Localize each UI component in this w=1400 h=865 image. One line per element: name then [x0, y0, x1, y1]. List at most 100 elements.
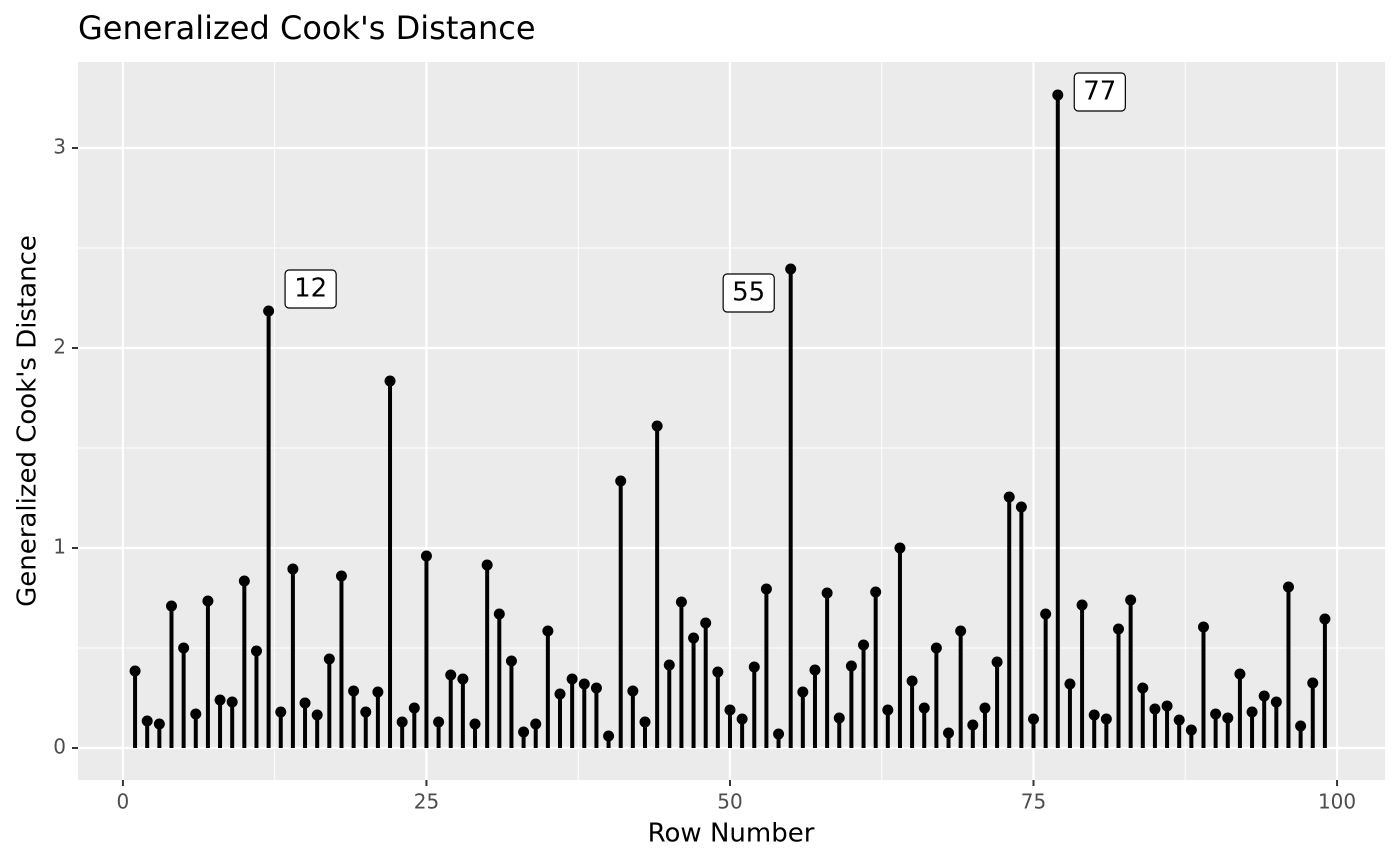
x-tick-label: 75 [1021, 790, 1046, 814]
point [1076, 599, 1088, 611]
plot-panel [78, 62, 1385, 780]
point [372, 686, 384, 698]
point [1246, 706, 1258, 718]
point [639, 716, 651, 728]
point [202, 595, 214, 607]
annotation-box [722, 273, 775, 313]
point [360, 706, 372, 718]
point [1185, 724, 1197, 736]
point [457, 673, 469, 685]
point [700, 617, 712, 629]
point [153, 718, 165, 730]
point [505, 655, 517, 667]
point-annotation: 55 [732, 278, 765, 308]
point [1307, 677, 1319, 689]
point [1258, 690, 1270, 702]
point [275, 706, 287, 718]
point [348, 685, 360, 697]
point [129, 665, 141, 677]
point [882, 704, 894, 716]
point [335, 570, 347, 582]
point [615, 475, 627, 487]
point [1125, 594, 1137, 606]
y-tick-label: 0 [53, 735, 66, 759]
point [1210, 708, 1222, 720]
point [1137, 682, 1149, 694]
y-tick-label: 2 [53, 335, 66, 359]
point [943, 727, 955, 739]
point [821, 587, 833, 599]
point [845, 660, 857, 672]
point [663, 659, 675, 671]
point [688, 632, 700, 644]
annotation-box [1073, 72, 1126, 112]
point [408, 702, 420, 714]
point [433, 716, 445, 728]
point [263, 305, 275, 317]
point [773, 728, 785, 740]
point [1161, 700, 1173, 712]
point [1064, 678, 1076, 690]
point [809, 664, 821, 676]
point [1234, 668, 1246, 680]
point [748, 661, 760, 673]
y-axis-label: Generalized Cook's Distance [13, 235, 43, 607]
point [299, 697, 311, 709]
point [396, 716, 408, 728]
point [1040, 608, 1052, 620]
chart-title: Generalized Cook's Distance [78, 9, 536, 47]
point [991, 656, 1003, 668]
point [238, 575, 250, 587]
point [311, 709, 323, 721]
point [1100, 713, 1112, 725]
point [1015, 501, 1027, 513]
point [1149, 703, 1161, 715]
point [1295, 720, 1307, 732]
point [530, 718, 542, 730]
x-tick-label: 25 [414, 790, 439, 814]
point [1173, 714, 1185, 726]
point [178, 642, 190, 654]
point [979, 702, 991, 714]
point [1222, 712, 1234, 724]
point [214, 694, 226, 706]
point [250, 645, 262, 657]
point [955, 625, 967, 637]
point [1052, 89, 1064, 101]
point [226, 696, 238, 708]
point [1028, 713, 1040, 725]
point [870, 586, 882, 598]
annotation-box [284, 269, 337, 309]
point [518, 726, 530, 738]
point [1003, 491, 1015, 503]
point [675, 596, 687, 608]
point [797, 686, 809, 698]
point [724, 704, 736, 716]
point [578, 678, 590, 690]
point [590, 682, 602, 694]
point [1282, 581, 1294, 593]
point [760, 583, 772, 595]
x-tick-label: 100 [1318, 790, 1356, 814]
point [1088, 709, 1100, 721]
x-axis-label: Row Number [648, 819, 815, 849]
point [141, 715, 153, 727]
y-tick-label: 3 [53, 135, 66, 159]
point [542, 625, 554, 637]
point [287, 563, 299, 575]
x-tick-label: 0 [117, 790, 130, 814]
point [736, 713, 748, 725]
point [481, 559, 493, 571]
point [930, 642, 942, 654]
point [858, 639, 870, 651]
x-tick-label: 50 [717, 790, 742, 814]
point [1197, 621, 1209, 633]
point [1319, 613, 1331, 625]
y-tick-label: 1 [53, 535, 66, 559]
point [1113, 623, 1125, 635]
point [554, 688, 566, 700]
point [651, 420, 663, 432]
point [906, 675, 918, 687]
point [493, 608, 505, 620]
